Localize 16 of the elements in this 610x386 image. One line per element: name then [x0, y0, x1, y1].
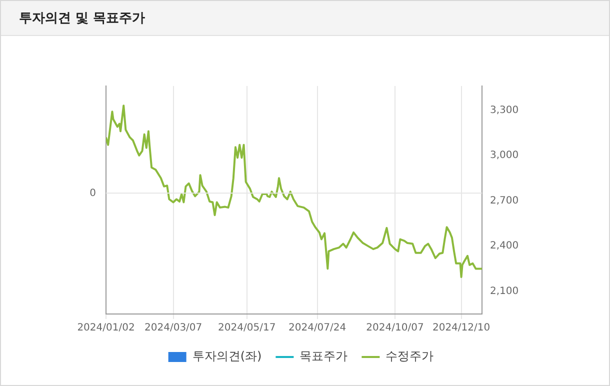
x-tick-label: 2024/12/10 — [432, 322, 490, 334]
y2-tick-label: 3,300 — [490, 104, 519, 116]
x-tick-label: 2024/07/24 — [288, 322, 346, 334]
legend-label: 투자의견(좌) — [192, 349, 262, 364]
y2-tick-label: 2,400 — [490, 240, 519, 252]
text: 0 — [90, 188, 96, 199]
y2-tick-label: 3,000 — [490, 150, 519, 162]
x-tick-label: 2024/10/07 — [366, 322, 424, 334]
x-tick-label: 2024/01/02 — [77, 322, 135, 334]
legend-label: 수정주가 — [386, 349, 434, 364]
legend-label: 목표주가 — [300, 349, 348, 364]
x-tick-label: 2024/05/17 — [218, 322, 276, 334]
y2-tick-label: 2,100 — [490, 286, 519, 297]
y2-tick-label: 2,700 — [490, 195, 519, 206]
chart-title: 투자의견 및 목표주가 — [1, 1, 609, 36]
x-tick-label: 2024/03/07 — [144, 322, 202, 334]
